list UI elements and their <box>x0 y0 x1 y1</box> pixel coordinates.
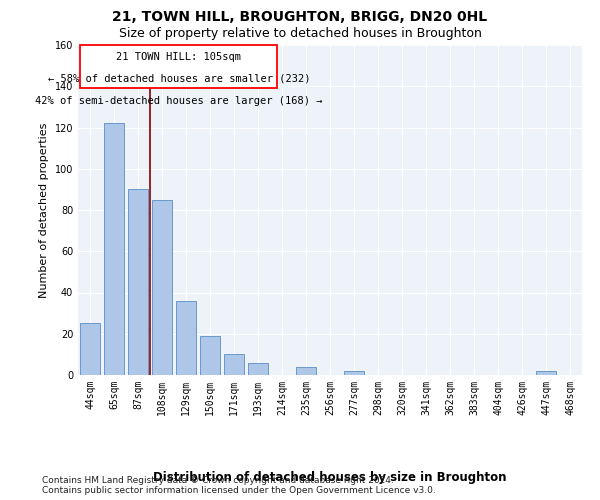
Bar <box>536 371 556 375</box>
Bar <box>200 336 220 375</box>
Text: ← 58% of detached houses are smaller (232): ← 58% of detached houses are smaller (23… <box>47 73 310 83</box>
Bar <box>296 367 316 375</box>
Text: 21, TOWN HILL, BROUGHTON, BRIGG, DN20 0HL: 21, TOWN HILL, BROUGHTON, BRIGG, DN20 0H… <box>112 10 488 24</box>
Bar <box>176 300 196 375</box>
Y-axis label: Number of detached properties: Number of detached properties <box>39 122 49 298</box>
Bar <box>224 354 244 375</box>
FancyBboxPatch shape <box>80 45 277 88</box>
Text: 21 TOWN HILL: 105sqm: 21 TOWN HILL: 105sqm <box>116 52 241 62</box>
Text: Contains HM Land Registry data © Crown copyright and database right 2024.: Contains HM Land Registry data © Crown c… <box>42 476 394 485</box>
X-axis label: Distribution of detached houses by size in Broughton: Distribution of detached houses by size … <box>153 470 507 484</box>
Bar <box>128 190 148 375</box>
Bar <box>248 362 268 375</box>
Bar <box>80 324 100 375</box>
Bar <box>344 371 364 375</box>
Bar <box>152 200 172 375</box>
Text: Contains public sector information licensed under the Open Government Licence v3: Contains public sector information licen… <box>42 486 436 495</box>
Text: 42% of semi-detached houses are larger (168) →: 42% of semi-detached houses are larger (… <box>35 96 323 106</box>
Text: Size of property relative to detached houses in Broughton: Size of property relative to detached ho… <box>119 28 481 40</box>
Bar <box>104 124 124 375</box>
